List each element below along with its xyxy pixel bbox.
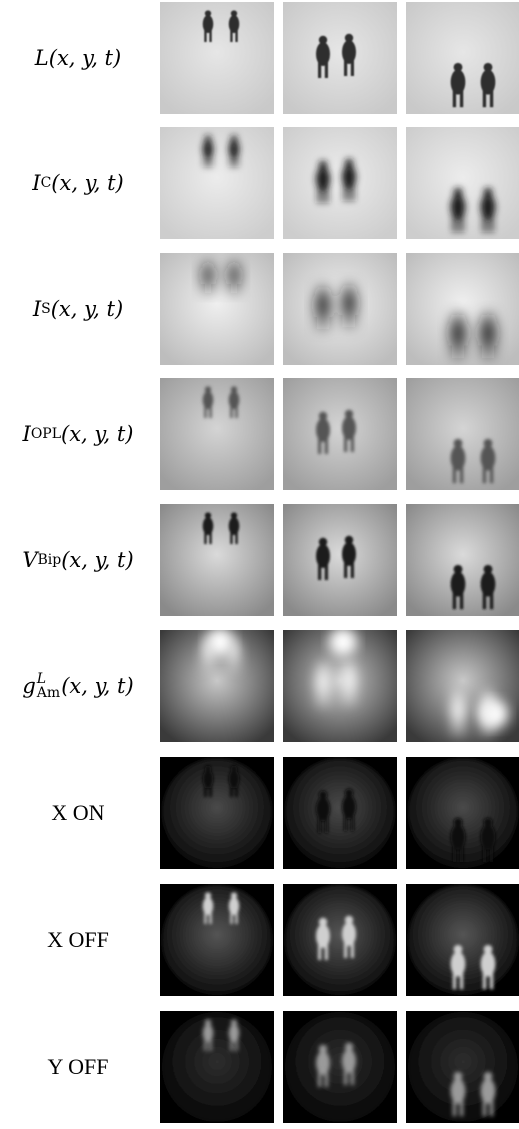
row-label-l: L (x, y, t): [0, 2, 156, 114]
row-label-superscript: L: [36, 671, 47, 687]
frame-image-is-1: [160, 253, 274, 365]
row-label-subscript: Am: [36, 685, 61, 701]
figure-row-is: I S (x, y, t): [0, 253, 519, 365]
row-label-arguments: (x, y, t): [48, 46, 122, 70]
row-label-arguments: (x, y, t): [50, 297, 124, 321]
row-label-arguments: (x, y, t): [51, 171, 124, 195]
row-label-xon: X ON: [0, 757, 156, 869]
row-label-symbol: L: [34, 46, 49, 70]
row-label-symbol: I: [32, 171, 41, 195]
row-label-vbip: V Bip (x, y, t): [22, 548, 134, 572]
row-label-arguments: (x, y, t): [61, 674, 134, 698]
frame-image-is-2: [283, 253, 397, 365]
frame-image-yoff-3: [406, 1011, 519, 1123]
figure-row-l: L (x, y, t): [0, 2, 519, 114]
row-label-arguments: (x, y, t): [61, 548, 134, 572]
frame-image-xon-2: [283, 757, 397, 869]
frame-image-l-1: [160, 2, 274, 114]
frame-image-gam-1: [160, 630, 274, 742]
row-label-xoff: X OFF: [0, 884, 156, 996]
row-label-text: Y OFF: [47, 1054, 109, 1079]
row-label-symbol: I: [32, 297, 42, 321]
row-label-scripts: L Am: [37, 672, 60, 700]
row-label-yoff: Y OFF: [0, 1011, 156, 1123]
row-label-symbol: V: [22, 548, 38, 572]
frame-image-ic-3: [406, 127, 519, 239]
row-label-symbol: I: [22, 422, 31, 446]
row-label-iopl: I OPL (x, y, t): [22, 422, 134, 446]
frame-image-yoff-1: [160, 1011, 274, 1123]
figure-row-vbip: V Bip (x, y, t): [0, 504, 519, 616]
row-label-symbol: g: [22, 674, 36, 698]
frame-image-iopl-2: [283, 378, 397, 490]
frame-image-xoff-3: [406, 884, 519, 996]
figure-row-iopl: I OPL (x, y, t): [0, 378, 519, 490]
row-label-is: I S (x, y, t): [32, 297, 124, 321]
frame-image-vbip-2: [283, 504, 397, 616]
frame-image-l-2: [283, 2, 397, 114]
frame-image-ic-1: [160, 127, 274, 239]
figure-row-yoff: Y OFF: [0, 1011, 519, 1123]
frame-image-xon-3: [406, 757, 519, 869]
row-label-ic: I C (x, y, t): [32, 171, 124, 195]
figure-row-gam: g L Am (x, y, t): [0, 630, 519, 742]
frame-image-iopl-3: [406, 378, 519, 490]
frame-image-vbip-1: [160, 504, 274, 616]
figure-row-xon: X ON: [0, 757, 519, 869]
row-label-arguments: (x, y, t): [61, 422, 134, 446]
frame-image-xoff-2: [283, 884, 397, 996]
frame-image-iopl-1: [160, 378, 274, 490]
frame-image-vbip-3: [406, 504, 519, 616]
frame-image-gam-2: [283, 630, 397, 742]
frame-image-is-3: [406, 253, 519, 365]
frame-image-l-3: [406, 2, 519, 114]
row-label-text: X OFF: [47, 927, 109, 952]
frame-image-gam-3: [406, 630, 519, 742]
figure-row-ic: I C (x, y, t): [0, 127, 519, 239]
frame-image-xon-1: [160, 757, 274, 869]
frame-image-yoff-2: [283, 1011, 397, 1123]
frame-image-xoff-1: [160, 884, 274, 996]
figure-row-xoff: X OFF: [0, 884, 519, 996]
frame-image-ic-2: [283, 127, 397, 239]
row-label-gam: g L Am (x, y, t): [0, 630, 156, 742]
row-label-text: X ON: [51, 800, 105, 825]
